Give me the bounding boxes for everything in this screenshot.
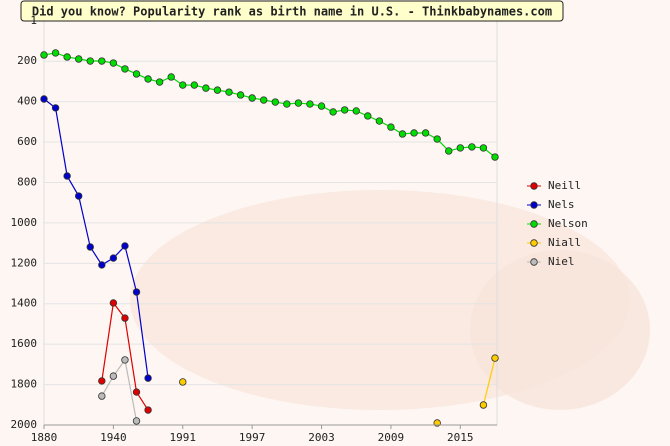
y-tick-label: 1000: [11, 216, 38, 229]
data-point: [40, 95, 48, 103]
data-point: [98, 261, 106, 269]
data-point: [260, 96, 268, 104]
data-point: [132, 288, 141, 296]
legend-marker: [530, 239, 538, 247]
data-point: [352, 107, 360, 115]
data-point: [132, 417, 141, 425]
data-point: [433, 135, 441, 143]
y-tick-label: 400: [17, 95, 37, 108]
data-point: [132, 388, 141, 396]
data-point: [421, 129, 430, 137]
data-point: [109, 372, 118, 380]
data-point: [109, 254, 118, 262]
data-point: [98, 392, 106, 400]
data-point: [236, 91, 245, 99]
data-point: [306, 100, 314, 108]
data-point: [410, 129, 418, 137]
series-line: [43, 98, 149, 379]
series-line: [101, 358, 138, 422]
chart-title: Did you know? Popularity rank as birth n…: [32, 5, 552, 19]
data-point: [340, 106, 349, 114]
data-point: [40, 51, 48, 59]
data-point: [271, 98, 279, 106]
data-point: [98, 57, 106, 65]
x-tick-label: 1991: [170, 431, 197, 444]
data-point: [132, 70, 141, 78]
y-tick-label: 600: [17, 135, 37, 148]
marks: [40, 49, 499, 427]
legend-label: Nels: [548, 198, 575, 211]
data-point: [74, 192, 83, 200]
y-tick-label: 1600: [11, 337, 38, 350]
data-point: [445, 147, 453, 155]
data-point: [398, 130, 407, 138]
data-point: [329, 108, 337, 116]
data-point: [375, 117, 384, 125]
data-point: [86, 243, 94, 251]
data-point: [283, 100, 291, 108]
x-tick-label: 2015: [447, 431, 474, 444]
legend-label: Nelson: [548, 217, 588, 230]
data-point: [155, 78, 164, 86]
x-tick-label: 1997: [239, 431, 266, 444]
data-point: [51, 104, 60, 112]
y-tick-label: 1800: [11, 378, 38, 391]
data-point: [190, 81, 199, 89]
data-point: [213, 86, 222, 94]
data-point: [491, 153, 499, 161]
legend-marker: [530, 182, 538, 190]
data-point: [121, 65, 129, 73]
data-point: [202, 84, 210, 92]
legend-marker: [530, 220, 538, 228]
legend-label: Niel: [548, 255, 575, 268]
x-tick-label: 1880: [31, 431, 58, 444]
data-point: [479, 401, 488, 409]
data-point: [479, 144, 488, 152]
data-point: [179, 81, 187, 89]
data-point: [317, 102, 326, 110]
y-tick-label: 1: [30, 14, 37, 27]
y-tick-label: 800: [17, 175, 37, 188]
data-point: [364, 112, 372, 120]
data-point: [387, 123, 395, 131]
data-point: [167, 73, 175, 81]
data-point: [74, 55, 83, 63]
y-tick-label: 1400: [11, 297, 38, 310]
data-point: [144, 75, 152, 83]
data-point: [51, 49, 60, 57]
data-point: [121, 314, 129, 322]
data-point: [98, 377, 106, 385]
data-point: [63, 172, 71, 180]
series-line: [43, 52, 496, 158]
legend-label: Neill: [548, 179, 581, 192]
y-tick-label: 1200: [11, 256, 38, 269]
x-tick-label: 1940: [100, 431, 127, 444]
data-point: [109, 299, 118, 307]
data-point: [109, 59, 118, 67]
legend-label: Niall: [548, 236, 581, 249]
series-line: [482, 357, 496, 406]
legend-marker: [530, 201, 538, 209]
data-point: [144, 406, 152, 414]
legend-marker: [530, 258, 538, 266]
y-tick-label: 2000: [11, 418, 38, 431]
data-point: [468, 143, 476, 151]
data-point: [63, 53, 71, 61]
title-box: [20, 0, 564, 22]
data-point: [248, 94, 256, 102]
data-point: [121, 242, 129, 250]
data-point: [456, 144, 465, 152]
background-figure: [470, 250, 650, 410]
data-point: [225, 88, 233, 96]
data-point: [179, 378, 187, 386]
x-tick-label: 2009: [378, 431, 405, 444]
x-tick-label: 2003: [308, 431, 335, 444]
data-point: [144, 374, 152, 382]
data-point: [121, 356, 129, 364]
data-point: [86, 57, 94, 65]
y-tick-label: 200: [17, 54, 37, 67]
data-point: [294, 99, 303, 107]
data-point: [491, 354, 499, 362]
